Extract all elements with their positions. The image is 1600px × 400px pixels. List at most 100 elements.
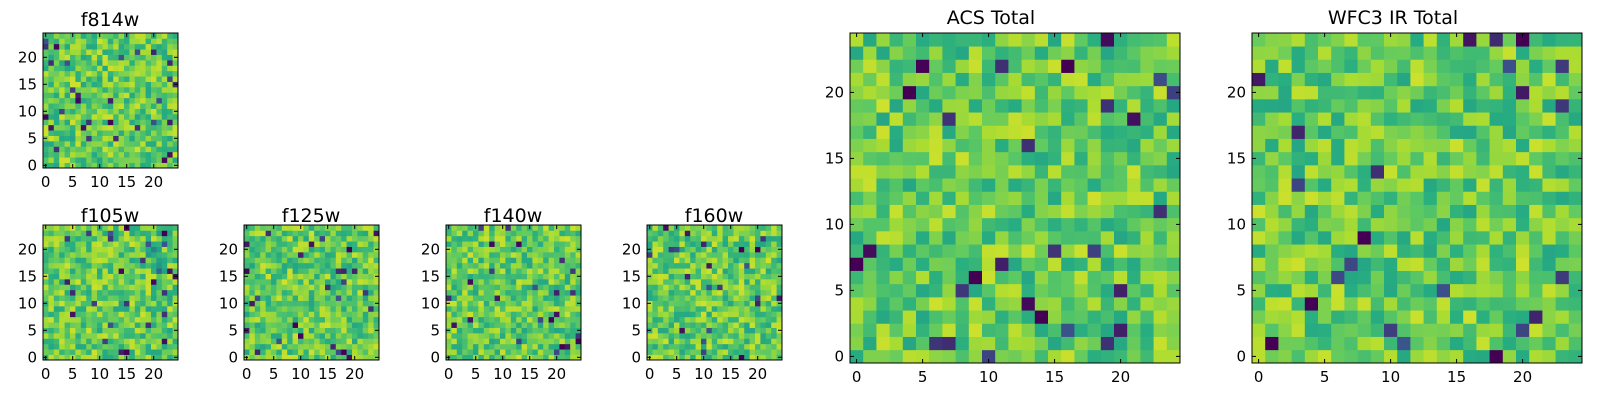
- heatmap-cell: [711, 230, 718, 237]
- heatmap-cell: [456, 327, 463, 334]
- heatmap-cell: [1034, 310, 1049, 324]
- heatmap-cell: [1166, 257, 1181, 271]
- heatmap-cell: [362, 289, 369, 296]
- heatmap-cell: [48, 343, 55, 350]
- heatmap-cell: [287, 225, 293, 231]
- heatmap-cell: [1127, 323, 1141, 337]
- heatmap-cell: [755, 230, 761, 237]
- heatmap-cell: [145, 300, 152, 307]
- heatmap-cell: [357, 338, 364, 345]
- heatmap-cell: [1140, 46, 1154, 60]
- heatmap-cell: [249, 354, 256, 361]
- heatmap-cell: [113, 257, 119, 264]
- heatmap-cell: [281, 316, 288, 323]
- heatmap-cell: [80, 316, 87, 323]
- heatmap-cell: [244, 268, 250, 274]
- heatmap-cell: [287, 273, 293, 280]
- heatmap-cell: [167, 135, 173, 142]
- heatmap-cell: [362, 300, 369, 307]
- heatmap-cell: [1568, 323, 1583, 337]
- heatmap-cell: [1476, 59, 1490, 73]
- heatmap-cell: [91, 257, 98, 264]
- heatmap-cell: [516, 273, 522, 280]
- heatmap-cell: [59, 289, 65, 296]
- heatmap-cell: [145, 338, 152, 345]
- heatmap-cell: [80, 43, 87, 50]
- heatmap-cell: [995, 72, 1009, 87]
- heatmap-cell: [916, 231, 930, 245]
- heatmap-cell: [548, 311, 555, 318]
- heatmap-cell: [863, 46, 877, 60]
- heatmap-cell: [543, 333, 549, 339]
- heatmap-cell: [1331, 191, 1345, 205]
- heatmap-cell: [1166, 151, 1181, 166]
- heatmap-cell: [548, 252, 555, 258]
- heatmap-cell: [1061, 283, 1075, 298]
- heatmap-cell: [717, 268, 723, 274]
- heatmap-cell: [489, 306, 495, 312]
- heatmap-cell: [850, 72, 864, 87]
- heatmap-cell: [330, 257, 337, 264]
- heatmap-cell: [695, 262, 702, 269]
- heatmap-cell: [124, 338, 130, 345]
- heatmap-cell: [916, 72, 930, 87]
- heatmap-cell: [467, 316, 474, 323]
- heatmap-cell: [373, 349, 380, 355]
- heatmap-cell: [134, 87, 141, 93]
- heatmap-cell: [118, 235, 125, 242]
- heatmap-cell: [489, 273, 495, 280]
- heatmap-cell: [1291, 283, 1306, 298]
- heatmap-cell: [521, 338, 528, 345]
- heatmap-cell: [548, 333, 555, 339]
- heatmap-cell: [760, 322, 767, 328]
- heatmap-cell: [325, 300, 331, 307]
- heatmap-cell: [467, 279, 474, 285]
- heatmap-cell: [1140, 336, 1154, 351]
- heatmap-cell: [570, 241, 576, 247]
- heatmap-cell: [668, 279, 675, 285]
- heatmap-cell: [48, 295, 55, 301]
- heatmap-cell: [1463, 165, 1477, 179]
- heatmap-cell: [850, 244, 864, 258]
- heatmap-cell: [86, 284, 92, 291]
- heatmap-cell: [489, 262, 495, 269]
- heatmap-cell: [1278, 349, 1292, 364]
- heatmap-cell: [483, 354, 490, 361]
- heatmap-cell: [70, 262, 76, 269]
- heatmap-cell: [749, 235, 756, 242]
- heatmap-cell: [456, 289, 463, 296]
- heatmap-cell: [483, 306, 490, 312]
- heatmap-cell: [916, 138, 930, 153]
- heatmap-cell: [701, 268, 707, 274]
- heatmap-cell: [145, 135, 152, 142]
- heatmap-cell: [955, 349, 970, 364]
- heatmap-cell: [254, 284, 261, 291]
- heatmap-cell: [53, 135, 60, 142]
- heatmap-cell: [717, 257, 723, 264]
- heatmap-cell: [341, 246, 347, 253]
- heatmap-cell: [1291, 125, 1306, 139]
- heatmap-cell: [362, 235, 369, 242]
- heatmap-cell: [107, 235, 114, 242]
- heatmap-cell: [64, 284, 71, 291]
- heatmap-cell: [151, 322, 157, 328]
- heatmap-cell: [1140, 349, 1154, 364]
- heatmap-cell: [314, 311, 320, 318]
- heatmap-cell: [1516, 178, 1530, 192]
- heatmap-cell: [64, 257, 71, 264]
- heatmap-cell: [473, 349, 479, 355]
- heatmap-cell: [500, 311, 506, 318]
- heatmap-cell: [1061, 191, 1075, 205]
- heatmap-cell: [134, 225, 141, 231]
- heatmap-cell: [876, 72, 890, 87]
- heatmap-cell: [276, 246, 283, 253]
- heatmap-cell: [706, 316, 713, 323]
- heatmap-cell: [156, 241, 163, 247]
- heatmap-cell: [489, 225, 495, 231]
- heatmap-cell: [80, 76, 87, 82]
- heatmap-cell: [314, 273, 320, 280]
- heatmap-cell: [129, 135, 136, 142]
- heatmap-cell: [863, 231, 877, 245]
- heatmap-cell: [341, 235, 347, 242]
- heatmap-cell: [657, 289, 664, 296]
